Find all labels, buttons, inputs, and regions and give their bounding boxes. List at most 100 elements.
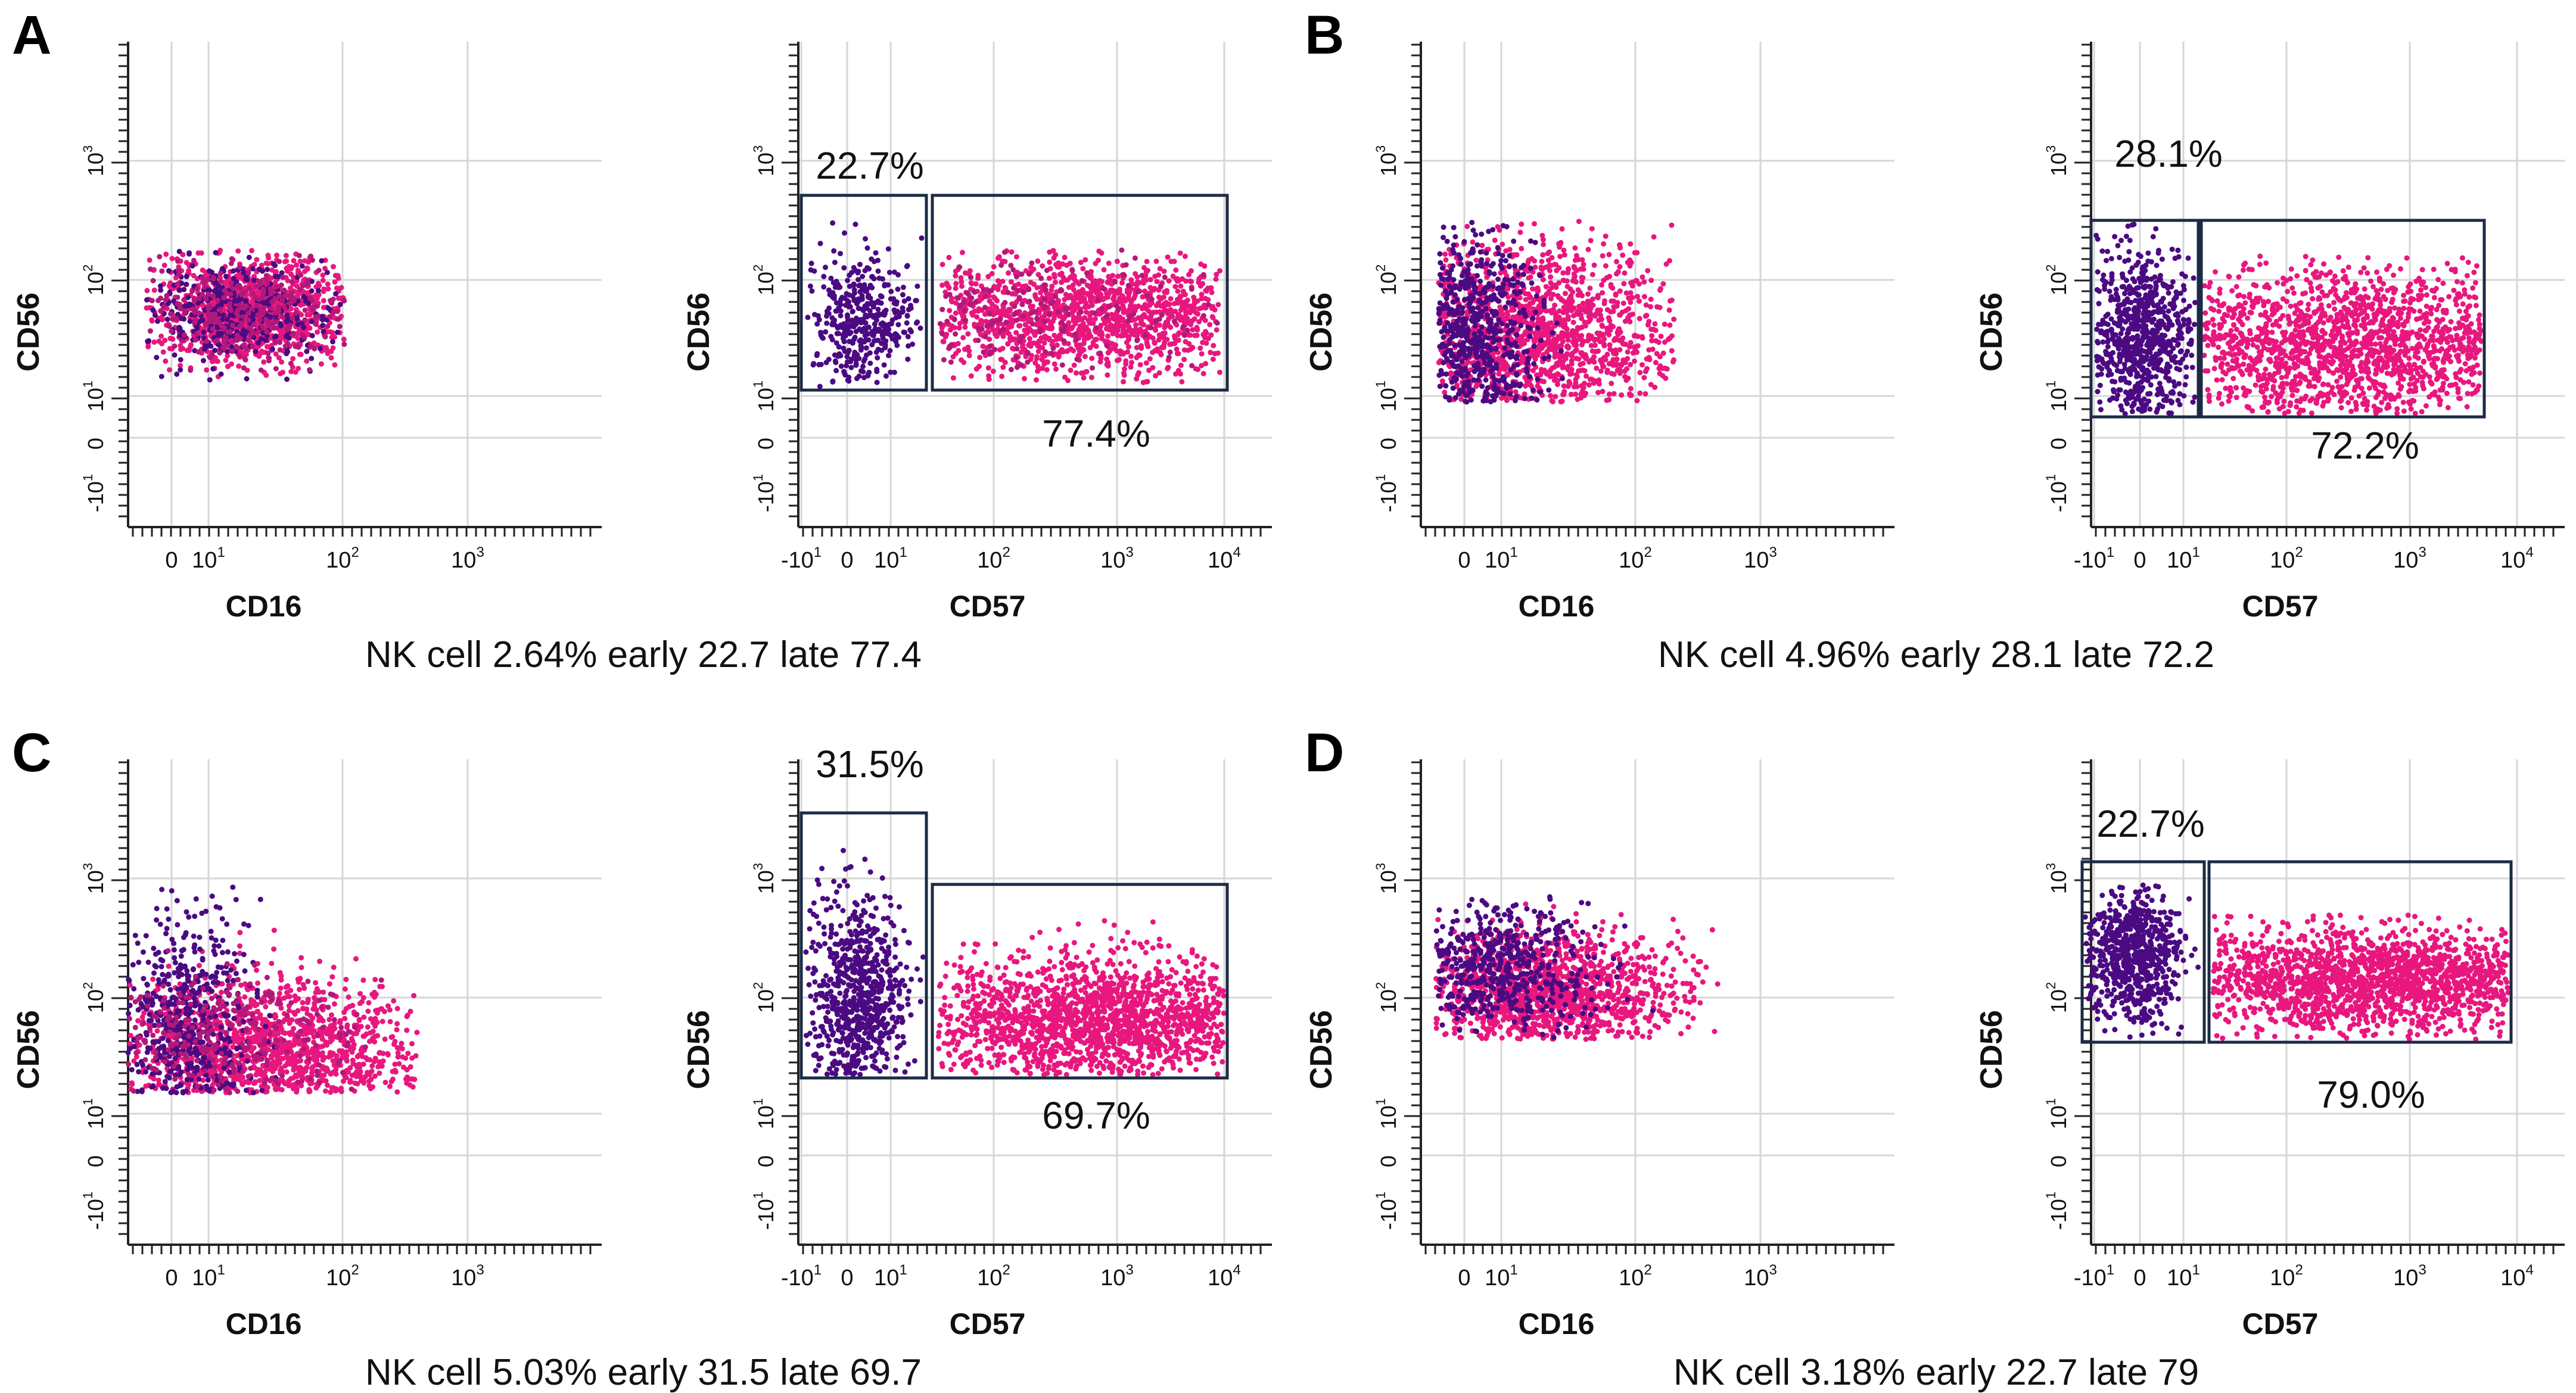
scatter-point-late xyxy=(1115,357,1120,363)
scatter-point-late xyxy=(993,295,998,301)
scatter-point-mid xyxy=(155,298,161,304)
scatter-point-late xyxy=(1013,254,1019,260)
y-tick-label: 103 xyxy=(80,145,108,176)
scatter-point-late xyxy=(1540,252,1546,258)
scatter-point-early xyxy=(852,350,858,356)
scatter-point-late xyxy=(1034,377,1039,383)
scatter-point-late xyxy=(1006,270,1011,276)
scatter-point-early xyxy=(841,321,847,327)
scatter-point-early xyxy=(821,273,827,279)
scatter-point-mid xyxy=(987,343,993,349)
scatter-point-early xyxy=(883,373,889,379)
scatter-point-late xyxy=(1034,285,1040,291)
scatter-point-early xyxy=(218,371,224,377)
scatter-point-early xyxy=(826,305,832,311)
scatter-point-late xyxy=(1031,329,1037,335)
scatter-point-early xyxy=(164,316,170,322)
scatter-point-mid xyxy=(1184,328,1190,333)
scatter-point-early xyxy=(860,317,866,323)
scatter-point-mid xyxy=(256,297,262,303)
scatter-point-early xyxy=(861,325,867,331)
scatter-point-mid xyxy=(1042,304,1048,310)
scatter-point-mid xyxy=(206,291,211,297)
scatter-point-early xyxy=(875,268,881,274)
scatter-point-late xyxy=(1523,297,1529,303)
scatter-point-early xyxy=(917,325,923,331)
scatter-point-late xyxy=(1637,316,1642,322)
scatter-point-late xyxy=(1028,303,1034,309)
scatter-point-mid xyxy=(230,286,236,291)
scatter-point-late xyxy=(1176,312,1182,317)
scatter-point-late xyxy=(144,288,150,294)
scatter-point-late xyxy=(1526,275,1532,281)
scatter-point-early xyxy=(241,270,247,276)
scatter-point-late xyxy=(1107,324,1113,330)
scatter-point-late xyxy=(163,358,169,364)
scatter-point-late xyxy=(1123,358,1129,364)
scatter-point-mid xyxy=(205,277,211,282)
scatter-point-mid xyxy=(276,304,282,310)
scatter-point-mid xyxy=(287,301,293,307)
scatter-point-late xyxy=(995,278,1001,283)
scatter-point-late xyxy=(1139,304,1145,310)
scatter-point-late xyxy=(1115,290,1121,296)
scatter-point-late xyxy=(996,282,1002,288)
scatter-point-late xyxy=(1068,367,1074,373)
scatter-point-late xyxy=(1189,306,1194,311)
x-tick-label: 0 xyxy=(1458,548,1470,573)
scatter-point-early xyxy=(299,263,305,269)
scatter-point-early xyxy=(812,311,817,317)
scatter-point-mid xyxy=(180,338,186,344)
scatter-point-late xyxy=(274,253,279,258)
scatter-point-late xyxy=(1642,391,1648,397)
scatter-point-early xyxy=(875,355,881,361)
scatter-point-mid xyxy=(168,311,173,317)
scatter-point-mid xyxy=(1106,304,1112,310)
scatter-point-late xyxy=(325,281,331,287)
scatter-point-late xyxy=(1128,364,1134,370)
scatter-point-late xyxy=(1609,298,1614,304)
scatter-point-late xyxy=(1099,250,1105,256)
scatter-point-mid xyxy=(281,287,287,293)
scatter-point-early xyxy=(846,299,852,305)
scatter-point-late xyxy=(1589,272,1595,278)
scatter-point-mid xyxy=(1214,320,1220,326)
scatter-point-late xyxy=(960,250,965,255)
scatter-point-late xyxy=(1084,369,1090,375)
scatter-point-late xyxy=(1585,247,1591,253)
panel-letter: A xyxy=(12,5,51,66)
scatter-point-late xyxy=(1088,299,1094,305)
scatter-point-late xyxy=(1199,351,1205,357)
scatter-point-late xyxy=(1090,320,1096,326)
scatter-point-mid xyxy=(276,258,282,264)
scatter-point-late xyxy=(321,298,326,304)
scatter-point-mid xyxy=(272,295,278,301)
scatter-point-mid xyxy=(307,367,313,373)
scatter-point-mid xyxy=(1065,311,1071,317)
scatter-point-late xyxy=(1175,288,1181,294)
scatter-point-early xyxy=(830,294,836,300)
scatter-point-late xyxy=(1548,274,1554,280)
scatter-point-mid xyxy=(280,275,286,281)
scatter-point-early xyxy=(886,270,892,275)
scatter-point-early xyxy=(869,313,875,319)
scatter-point-late xyxy=(283,253,289,258)
scatter-point-early xyxy=(319,317,325,323)
scatter-point-early xyxy=(829,336,835,342)
scatter-point-late xyxy=(1163,320,1169,326)
scatter-point-early xyxy=(183,282,189,287)
scatter-point-late xyxy=(1082,354,1088,360)
scatter-point-mid xyxy=(235,345,241,351)
scatter-point-early xyxy=(210,366,216,372)
scatter-point-early xyxy=(832,358,838,364)
scatter-point-early xyxy=(866,266,872,272)
scatter-point-late xyxy=(941,339,947,345)
scatter-point-early xyxy=(166,268,172,274)
scatter-point-early xyxy=(875,338,881,343)
scatter-point-late xyxy=(1117,314,1123,320)
scatter-point-early xyxy=(263,337,269,343)
scatter-point-late xyxy=(1632,250,1638,255)
scatter-point-late xyxy=(341,336,347,342)
